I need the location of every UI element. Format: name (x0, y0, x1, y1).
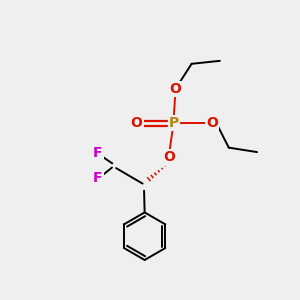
Text: P: P (169, 116, 179, 130)
Text: F: F (93, 146, 103, 160)
Text: O: O (131, 116, 142, 130)
Text: O: O (206, 116, 218, 130)
Text: O: O (169, 82, 181, 96)
Text: F: F (93, 171, 103, 185)
Text: O: O (164, 150, 175, 164)
